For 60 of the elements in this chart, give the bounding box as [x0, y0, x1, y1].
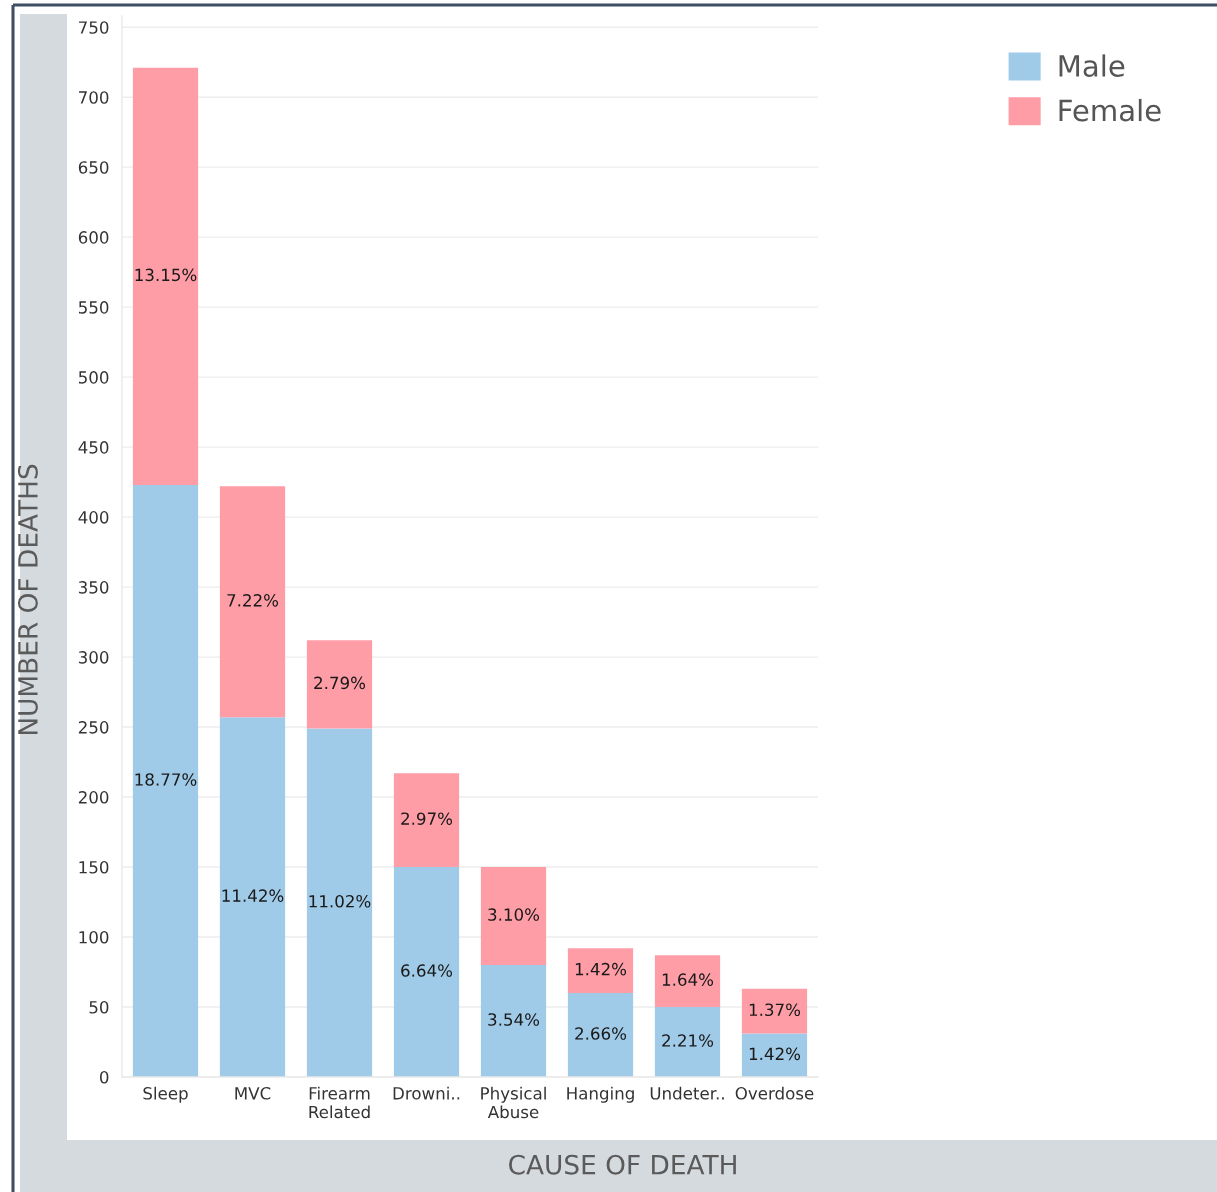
x-tick-label: Hanging	[567, 1086, 634, 1103]
annotation: 1.42%	[575, 962, 627, 976]
bar	[219, 486, 286, 718]
bar	[741, 1033, 808, 1077]
x-tick-label: Undeter..	[650, 1086, 724, 1100]
y-tick-label: 750	[79, 21, 109, 34]
annotation: 18.77%	[135, 773, 197, 786]
bar	[132, 67, 199, 485]
legend-label: Female	[1059, 98, 1161, 122]
x-tick-label: Sleep	[143, 1086, 188, 1103]
x-axis-title: CAUSE OF DEATH	[509, 1154, 736, 1175]
bar	[567, 993, 634, 1077]
bar	[132, 484, 199, 1077]
bar	[306, 728, 373, 1077]
x-tick-label: Firearm Related	[309, 1086, 370, 1119]
annotation: 3.10%	[488, 908, 540, 921]
annotation: 2.21%	[662, 1034, 714, 1047]
bar	[480, 965, 547, 1077]
annotation: 6.64%	[401, 964, 453, 977]
annotation: 1.64%	[662, 973, 714, 986]
annotation: 13.15%	[135, 268, 197, 282]
y-tick-label: 650	[78, 161, 109, 174]
bar	[393, 867, 460, 1077]
y-tick-label: 50	[89, 1000, 109, 1014]
y-tick-label: 500	[78, 371, 109, 384]
y-tick-label: 200	[78, 791, 109, 804]
y-tick-label: 600	[78, 231, 109, 244]
annotation: 2.79%	[314, 676, 366, 690]
y-tick-label: 550	[78, 301, 109, 314]
annotation: 2.66%	[575, 1027, 627, 1040]
y-tick-label: 100	[79, 930, 109, 944]
annotation: 11.42%	[222, 889, 284, 902]
y-tick-label: 400	[78, 511, 109, 524]
y-axis-title: NUMBER OF DEATHS	[17, 464, 38, 735]
annotation: 7.22%	[227, 594, 279, 607]
bar	[741, 988, 808, 1034]
y-tick-label: 700	[79, 91, 109, 104]
x-tick-label: Overdose	[735, 1086, 814, 1100]
y-tick-label: 350	[78, 581, 109, 594]
annotation: 1.37%	[749, 1003, 801, 1017]
y-tick-label: 450	[78, 441, 109, 454]
x-tick-label: MVC	[235, 1087, 271, 1100]
y-tick-label: 0	[99, 1070, 109, 1084]
bar	[393, 773, 460, 868]
bar	[654, 1007, 721, 1077]
y-tick-label: 300	[78, 651, 109, 664]
y-tick-label: 250	[78, 721, 109, 734]
y-tick-label: 150	[79, 861, 109, 874]
annotation: 2.97%	[401, 812, 453, 825]
bar	[654, 955, 721, 1008]
annotation: 1.42%	[749, 1047, 801, 1061]
x-tick-label: Drowni..	[393, 1086, 460, 1100]
legend-label: Male	[1059, 54, 1125, 77]
annotation: 3.54%	[488, 1013, 540, 1026]
bar	[219, 717, 286, 1077]
bar	[567, 948, 634, 994]
bar	[480, 867, 547, 966]
annotation: 11.02%	[309, 894, 371, 908]
bar	[306, 640, 373, 729]
x-tick-label: Physical Abuse	[481, 1086, 546, 1119]
